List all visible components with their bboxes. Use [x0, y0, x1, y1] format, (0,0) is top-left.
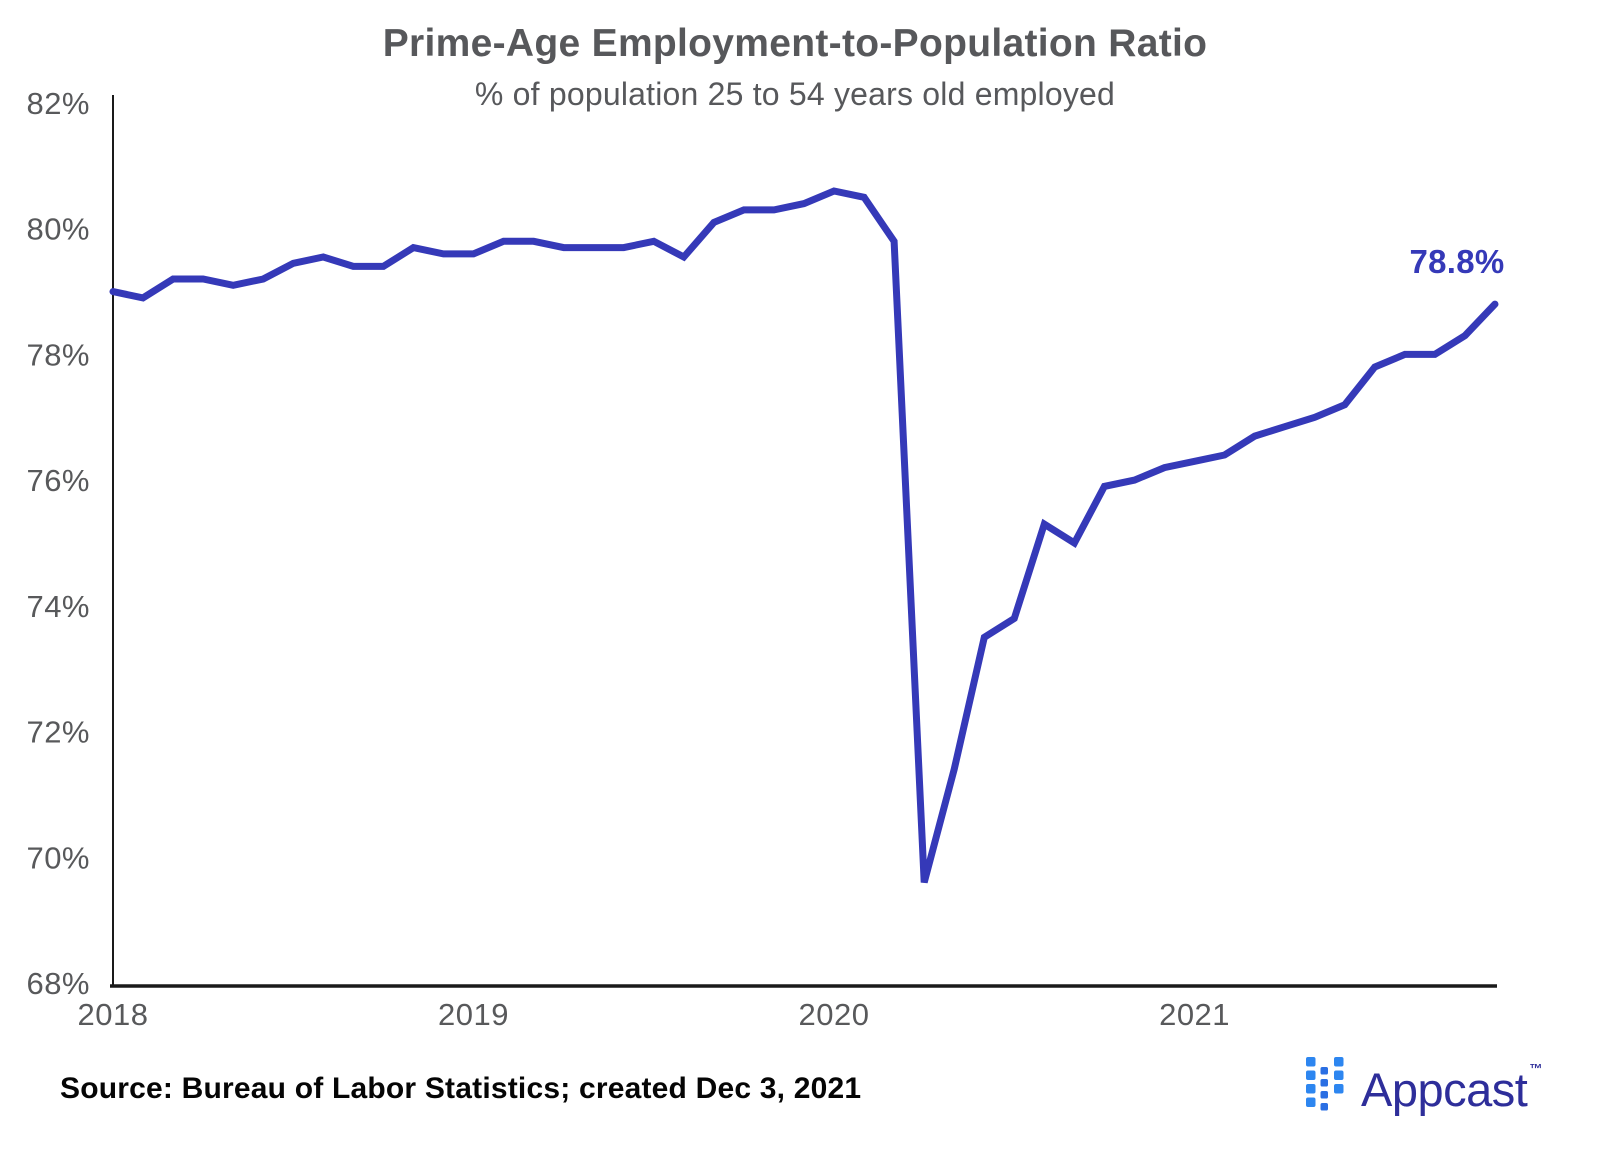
y-tick-label: 80% [26, 212, 90, 247]
x-tick-label: 2021 [1159, 997, 1230, 1032]
x-tick-label: 2020 [799, 997, 870, 1032]
y-tick-label: 68% [26, 966, 90, 1001]
trademark-symbol: ™ [1529, 1061, 1543, 1076]
y-tick-label: 76% [26, 463, 90, 498]
logo-squares-middle-column [1320, 1067, 1328, 1111]
y-tick-label: 78% [26, 337, 90, 372]
x-tick-label: 2019 [438, 997, 509, 1032]
logo-squares-right-column [1334, 1057, 1344, 1094]
appcast-logo-icon [1306, 1057, 1344, 1111]
x-tick-label: 2018 [78, 997, 149, 1032]
y-tick-label: 70% [26, 840, 90, 875]
chart-subtitle: % of population 25 to 54 years old emplo… [474, 76, 1116, 112]
appcast-wordmark: Appcast [1361, 1062, 1528, 1116]
y-tick-label: 72% [26, 715, 90, 750]
source-note: Source: Bureau of Labor Statistics; crea… [60, 1072, 862, 1105]
logo-squares-left-column [1306, 1057, 1316, 1107]
employment-ratio-line [109, 187, 1499, 884]
chart-title: Prime-Age Employment-to-Population Ratio [382, 22, 1208, 65]
appcast-logo: Appcast ™ [1306, 1052, 1542, 1126]
y-tick-label: 82% [26, 86, 90, 121]
line-chart: 68% 70% 72% 74% 76% 78% 80% 82% 2018 2019 2020 2021… [26, 86, 1504, 1032]
end-value-label: 78.8% [1409, 243, 1504, 280]
y-tick-label: 74% [26, 589, 90, 624]
